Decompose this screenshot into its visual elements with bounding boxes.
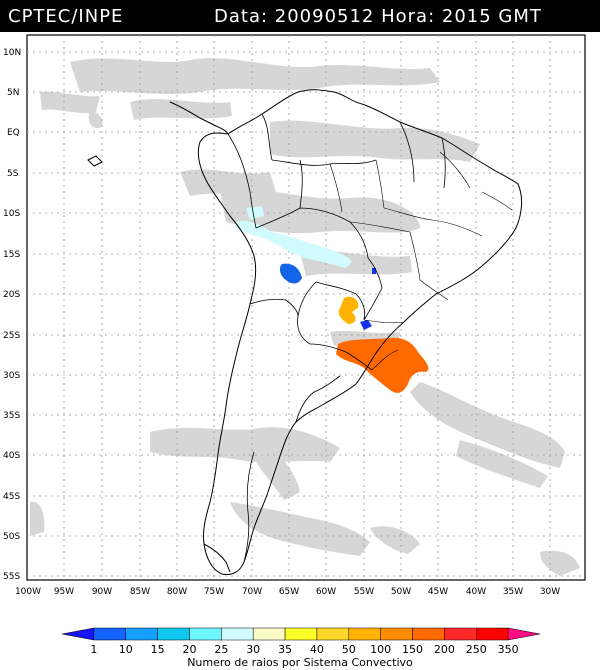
- colorbar-tick-label: 15: [151, 643, 165, 656]
- lat-label: 35S: [3, 411, 20, 421]
- colorbar-segment: [348, 627, 381, 641]
- lat-label: 15S: [3, 250, 20, 260]
- colorbar-tick-label: 350: [498, 643, 519, 656]
- lightning-map: 10N 5N EQ 5S 10S 15S 20S 25S 30S 35S 40S…: [3, 34, 586, 597]
- colorbar-tick-label: 40: [310, 643, 324, 656]
- colorbar-segment: [476, 627, 509, 641]
- colorbar-segment: [284, 627, 318, 641]
- lat-label: 25S: [3, 331, 20, 341]
- colorbar-tick-label: 50: [342, 643, 356, 656]
- colorbar-tick-label: 25: [214, 643, 228, 656]
- lat-label: 5N: [7, 88, 19, 98]
- colorbar: 1 10 15 20 25 30 35 40 50 100 150 200 250 350 Numero …: [61, 627, 541, 669]
- colorbar-tick-label: 100: [370, 643, 391, 656]
- lon-label: 65W: [279, 587, 299, 597]
- lat-label: 10N: [3, 48, 21, 58]
- lon-label: 95W: [54, 587, 74, 597]
- colorbar-segment: [412, 627, 445, 641]
- lat-label: 45S: [3, 492, 20, 502]
- latitude-labels: 10N 5N EQ 5S 10S 15S 20S 25S 30S 35S 40S…: [3, 48, 21, 582]
- title-bar: CPTEC/INPE Data: 20090512 Hora: 2015 GMT: [0, 0, 600, 32]
- map-frame: [26, 34, 586, 581]
- lon-label: 60W: [316, 587, 336, 597]
- colorbar-segments: [61, 627, 541, 641]
- colorbar-segment: [444, 627, 477, 641]
- colorbar-segment: [61, 627, 95, 641]
- colorbar-tick-label: 1: [90, 643, 97, 656]
- lon-label: 35W: [503, 587, 523, 597]
- lon-label: 90W: [92, 587, 112, 597]
- lon-label: 55W: [354, 587, 374, 597]
- colorbar-tick-label: 35: [278, 643, 292, 656]
- lon-label: 45W: [428, 587, 448, 597]
- colorbar-segment: [316, 627, 350, 641]
- longitude-labels: 100W 95W 90W 85W 80W 75W 70W 65W 60W 55W…: [15, 587, 560, 597]
- colorbar-tick-label: 250: [466, 643, 487, 656]
- colorbar-segment: [507, 627, 541, 641]
- lightning-system-1-10-north: [372, 268, 376, 274]
- colorbar-segment: [93, 627, 126, 641]
- colorbar-segment: [189, 627, 222, 641]
- colorbar-segment: [157, 627, 190, 641]
- lat-label: 50S: [3, 532, 20, 542]
- lightning-system-150-200: [336, 337, 429, 393]
- lightning-systems: [236, 206, 429, 393]
- source-label: CPTEC/INPE: [8, 6, 124, 27]
- colorbar-segment: [125, 627, 158, 641]
- colorbar-tick-label: 30: [246, 643, 260, 656]
- colorbar-tick-label: 10: [119, 643, 133, 656]
- lightning-system-1-10: [360, 320, 372, 330]
- lat-label: 10S: [3, 209, 20, 219]
- lightning-system-25-30-north: [246, 206, 264, 220]
- lat-label: 5S: [7, 169, 19, 179]
- lon-label: 40W: [466, 587, 486, 597]
- lat-label: 20S: [3, 290, 20, 300]
- colorbar-segment: [380, 627, 413, 641]
- colorbar-label: Numero de raios por Sistema Convectivo: [187, 656, 413, 669]
- colorbar-ticks: 1 10 15 20 25 30 35 40 50 100 150 200 250 350: [90, 643, 518, 656]
- colorbar-tick-label: 20: [182, 643, 196, 656]
- lon-label: 50W: [391, 587, 411, 597]
- lat-label: EQ: [7, 128, 20, 138]
- state-borders: [329, 151, 513, 371]
- country-borders: [227, 113, 446, 563]
- colorbar-tick-label: 200: [434, 643, 455, 656]
- lat-label: 40S: [3, 451, 20, 461]
- colorbar-segment: [221, 627, 254, 641]
- lightning-system-10-15: [279, 263, 302, 284]
- lat-label: 30S: [3, 371, 20, 381]
- lon-label: 75W: [204, 587, 224, 597]
- colorbar-segment: [252, 627, 286, 641]
- lon-label: 70W: [242, 587, 262, 597]
- lon-label: 100W: [15, 587, 41, 597]
- lightning-system-25-30: [236, 220, 352, 268]
- lon-label: 80W: [167, 587, 187, 597]
- datetime-label: Data: 20090512 Hora: 2015 GMT: [214, 6, 542, 27]
- lat-label: 55S: [3, 572, 20, 582]
- lon-label: 85W: [130, 587, 150, 597]
- lon-label: 30W: [540, 587, 560, 597]
- colorbar-tick-label: 150: [402, 643, 423, 656]
- lightning-system-50-100: [338, 296, 359, 324]
- lat-lon-grid: [27, 35, 585, 580]
